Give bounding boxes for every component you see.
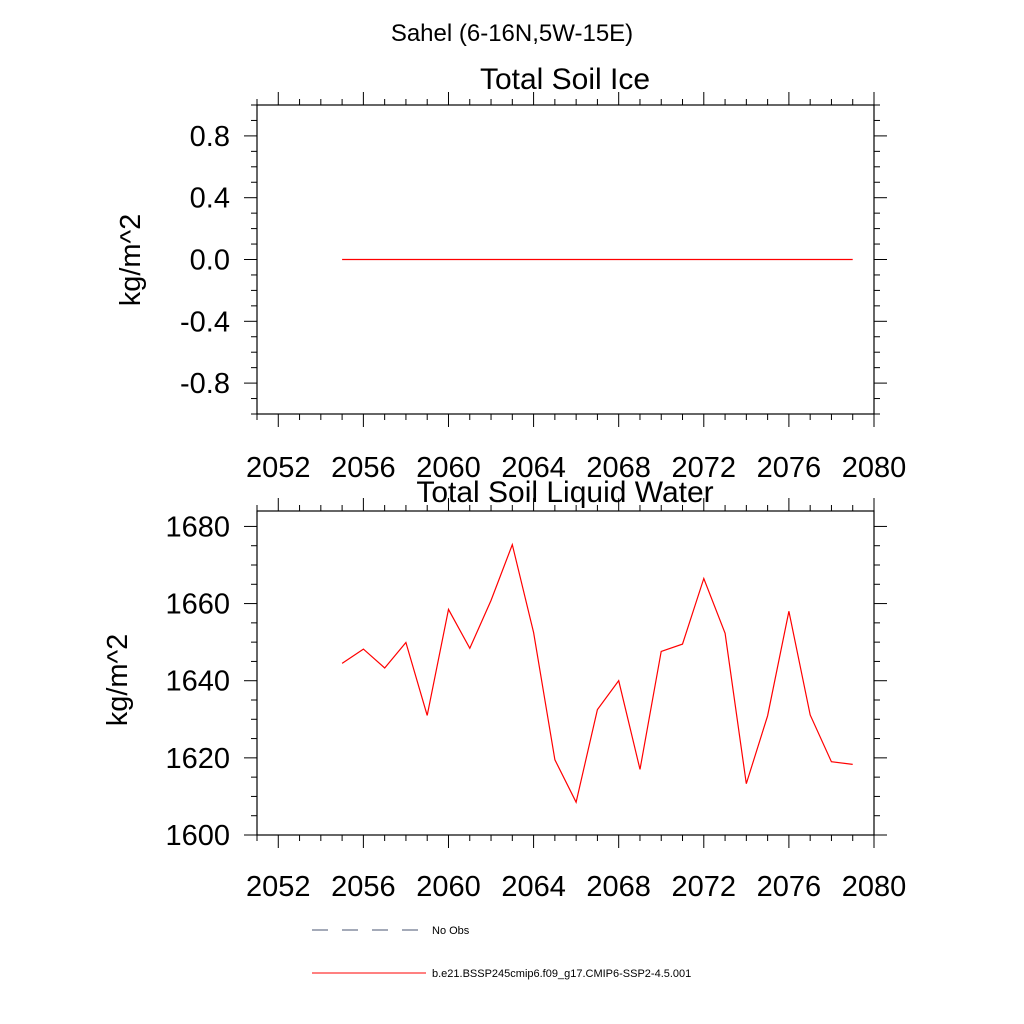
x-tick-label: 2060 — [416, 452, 481, 484]
x-tick-label: 2064 — [501, 452, 566, 484]
y-axis-label: kg/m^2 — [102, 634, 134, 727]
y-tick-label: 1620 — [165, 743, 230, 775]
y-tick-label: 0.0 — [190, 245, 230, 277]
x-tick-label: 2060 — [416, 871, 481, 903]
series-line — [341, 542, 853, 804]
x-tick-label: 2056 — [331, 871, 396, 903]
y-tick-label: 1600 — [165, 820, 230, 852]
x-tick-label: 2056 — [331, 452, 396, 484]
x-tick-label: 2076 — [757, 452, 822, 484]
x-tick-label: 2072 — [672, 452, 737, 484]
x-tick-label: 2068 — [586, 871, 651, 903]
panel-title: Total Soil Ice — [480, 63, 650, 96]
panel-total-soil-liquid-water: Total Soil Liquid Water 2052 2056 2060 2064… — [102, 476, 906, 903]
legend-entry-no-obs: No Obs — [312, 925, 470, 937]
legend-entry-model: b.e21.BSSP245cmip6.f09_g17.CMIP6-SSP2-4.… — [312, 968, 691, 980]
x-tick-label: 2052 — [246, 871, 311, 903]
y-tick-label: 0.4 — [190, 183, 230, 215]
legend-label: No Obs — [432, 925, 470, 937]
x-tick-label: 2064 — [501, 871, 566, 903]
x-tick-label: 2080 — [842, 871, 907, 903]
axes-frame — [256, 510, 875, 836]
x-tick-label: 2068 — [586, 452, 651, 484]
legend-label: b.e21.BSSP245cmip6.f09_g17.CMIP6-SSP2-4.… — [432, 968, 691, 980]
panel-title: Total Soil Liquid Water — [416, 476, 713, 509]
figure-title: Sahel (6-16N,5W-15E) — [391, 20, 633, 47]
y-tick-label: -0.8 — [180, 368, 230, 400]
y-tick-label: -0.4 — [180, 306, 230, 338]
y-tick-label: 0.8 — [190, 121, 230, 153]
x-tick-label: 2080 — [842, 452, 907, 484]
plot-area: 2052 2056 2060 2064 2068 2072 2076 2080 1600 1620… — [165, 498, 906, 903]
x-tick-label: 2052 — [246, 452, 311, 484]
y-tick-label: 1680 — [165, 511, 230, 543]
x-tick-label: 2072 — [672, 871, 737, 903]
x-tick-label: 2076 — [757, 871, 822, 903]
legend: No Obs b.e21.BSSP245cmip6.f09_g17.CMIP6-… — [312, 925, 691, 980]
plot-area: 2052 2056 2060 2064 2068 2072 2076 2080 -0.8 -0.4… — [180, 92, 906, 484]
y-axis-label: kg/m^2 — [115, 214, 147, 307]
panel-total-soil-ice: Total Soil Ice 2052 2056 2060 2064 2068 2072 2… — [115, 63, 906, 484]
y-tick-label: 1660 — [165, 589, 230, 621]
y-tick-label: 1640 — [165, 666, 230, 698]
